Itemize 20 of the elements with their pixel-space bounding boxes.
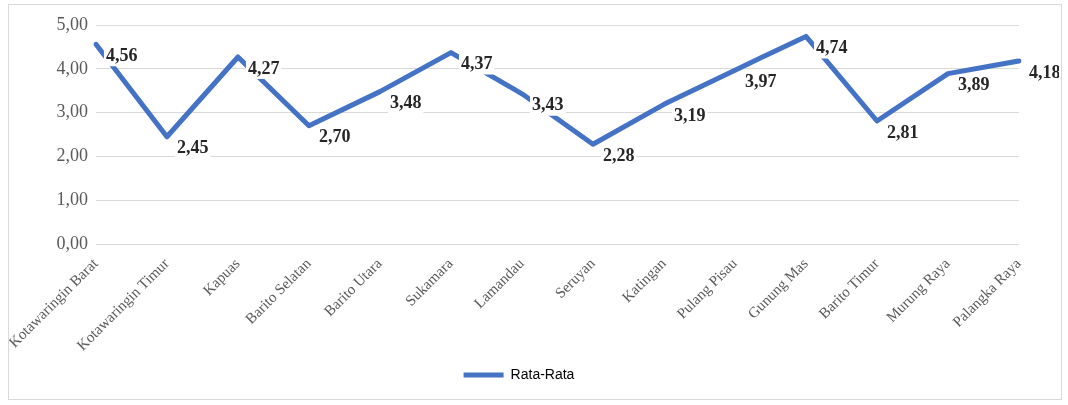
y-tick-label: 4,00 <box>56 57 88 78</box>
data-label: 2,45 <box>176 137 209 158</box>
data-label: 2,28 <box>602 144 635 165</box>
data-label: 4,37 <box>460 53 493 74</box>
data-label: 2,81 <box>886 121 919 142</box>
data-label: 4,74 <box>815 37 848 58</box>
y-tick-label: 2,00 <box>56 145 88 166</box>
data-label: 3,43 <box>531 94 564 115</box>
y-tick-label: 3,00 <box>56 101 88 122</box>
data-label: 3,19 <box>673 104 706 125</box>
data-label: 4,56 <box>105 44 138 65</box>
y-tick-label: 1,00 <box>56 189 88 210</box>
data-label: 3,97 <box>744 70 777 91</box>
y-tick-label: 5,00 <box>56 13 88 34</box>
data-label: 4,27 <box>247 57 280 78</box>
legend-label: Rata-Rata <box>510 365 575 382</box>
data-label: 3,48 <box>389 92 422 113</box>
y-tick-label: 0,00 <box>56 232 88 253</box>
data-label: 3,89 <box>958 74 990 95</box>
data-label: 2,70 <box>318 126 351 147</box>
